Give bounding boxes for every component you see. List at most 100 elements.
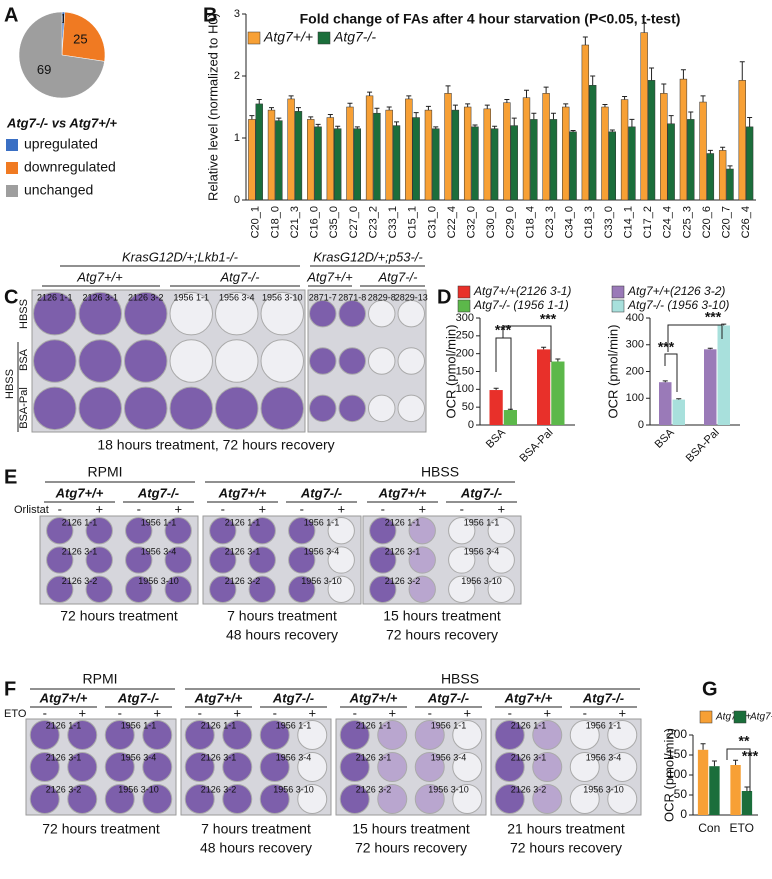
bar	[275, 120, 283, 201]
panel-letter: D	[437, 286, 451, 308]
bar	[522, 97, 531, 201]
well	[248, 546, 276, 574]
genotype-header: KrasG12D/+;Lkb1-/-	[122, 249, 239, 264]
bar	[659, 382, 672, 425]
error-bar	[507, 408, 513, 411]
legend-swatch	[457, 299, 471, 313]
y-tick-label: 0	[638, 419, 644, 431]
y-tick-label: 300	[626, 339, 644, 351]
well	[569, 784, 600, 814]
well	[297, 752, 328, 782]
dose-label: -	[353, 705, 357, 720]
caption: 72 hours recovery	[355, 840, 467, 856]
well	[169, 339, 213, 383]
x-tick-label: C18_3	[583, 206, 595, 238]
significance-bracket	[502, 325, 552, 362]
well	[85, 517, 113, 545]
dose-label: +	[95, 501, 103, 516]
well-label: 1956 1-1	[304, 517, 340, 527]
error-bar	[721, 323, 727, 326]
condition-header: HBSS	[421, 464, 459, 480]
well-label: 2126 3-2	[201, 784, 237, 794]
well	[222, 752, 253, 782]
x-tick-label: C32_0	[465, 206, 477, 238]
bar	[294, 111, 303, 201]
well	[33, 386, 77, 431]
x-tick-label: C18_4	[524, 206, 536, 238]
error-bar	[680, 69, 686, 80]
x-tick-label: C23_3	[544, 206, 556, 238]
error-bar	[531, 112, 537, 120]
pie-subtitle: Atg7-/- vs Atg7+/+	[6, 115, 117, 130]
annotation: ***	[540, 311, 557, 327]
condition-header: RPMI	[88, 464, 123, 480]
well	[33, 339, 77, 383]
well-label: 1956 1-1	[464, 517, 500, 527]
well	[288, 546, 316, 574]
y-tick-label: 200	[626, 365, 644, 377]
bar	[503, 102, 511, 201]
well-label: 1956 1-1	[276, 720, 312, 730]
well	[494, 720, 525, 750]
well-label: 1956 3-10	[461, 576, 502, 586]
well	[259, 784, 290, 814]
well	[327, 546, 355, 574]
dose-label: +	[337, 501, 345, 516]
dose-label: -	[460, 501, 464, 516]
well	[67, 720, 98, 750]
bar	[549, 119, 558, 201]
dose-label: -	[58, 501, 62, 516]
legend-label: Atg7+/+	[263, 29, 313, 45]
well	[494, 752, 525, 782]
bar	[537, 349, 551, 425]
error-bar	[504, 99, 510, 103]
legend-label: Atg7-/-	[333, 29, 376, 45]
well	[408, 575, 436, 603]
x-tick-label: C29_0	[505, 206, 517, 238]
well	[46, 575, 74, 603]
well-label: 2126 3-1	[62, 547, 98, 557]
error-bar	[256, 99, 262, 104]
bar	[287, 98, 295, 201]
bar	[687, 119, 695, 201]
error-bar	[563, 103, 569, 107]
group-label: Atg7+/+	[504, 690, 553, 705]
bar	[463, 106, 472, 201]
well	[29, 752, 60, 782]
well	[248, 575, 276, 603]
bar	[562, 106, 570, 201]
well-label: 2126 3-2	[385, 576, 421, 586]
error-bar	[452, 104, 458, 111]
error-bar	[629, 118, 635, 127]
error-bar	[727, 165, 733, 169]
y-tick-label: 400	[626, 312, 644, 324]
bar	[589, 85, 597, 201]
well	[209, 517, 237, 545]
error-bar	[394, 121, 400, 126]
y-tick-label: 3	[234, 8, 240, 20]
well	[215, 291, 259, 336]
well	[338, 394, 366, 423]
annotation: ***	[705, 309, 722, 325]
group-label: Atg7-/-	[300, 485, 342, 500]
well	[164, 546, 192, 574]
error-bar	[354, 126, 360, 129]
well-label: 2126 1-1	[201, 720, 237, 730]
error-bar	[707, 149, 713, 154]
error-bar	[700, 743, 706, 750]
well	[397, 299, 425, 328]
well	[569, 720, 600, 750]
error-bar	[543, 86, 549, 94]
x-tick-label: C26_4	[740, 206, 752, 238]
y-axis-label: Relative level (normalized to H0)	[205, 13, 220, 201]
x-tick-label: BSA-Pal	[684, 427, 722, 465]
well-label: 2126 1-1	[37, 292, 73, 302]
bar	[608, 131, 616, 201]
dose-label: -	[583, 705, 587, 720]
bar	[483, 108, 491, 201]
y-tick-label: 0	[468, 419, 474, 431]
well	[569, 752, 600, 782]
well-label: 2126 3-1	[356, 752, 392, 762]
dose-label: -	[221, 501, 225, 516]
caption: 72 hours recovery	[386, 627, 498, 643]
